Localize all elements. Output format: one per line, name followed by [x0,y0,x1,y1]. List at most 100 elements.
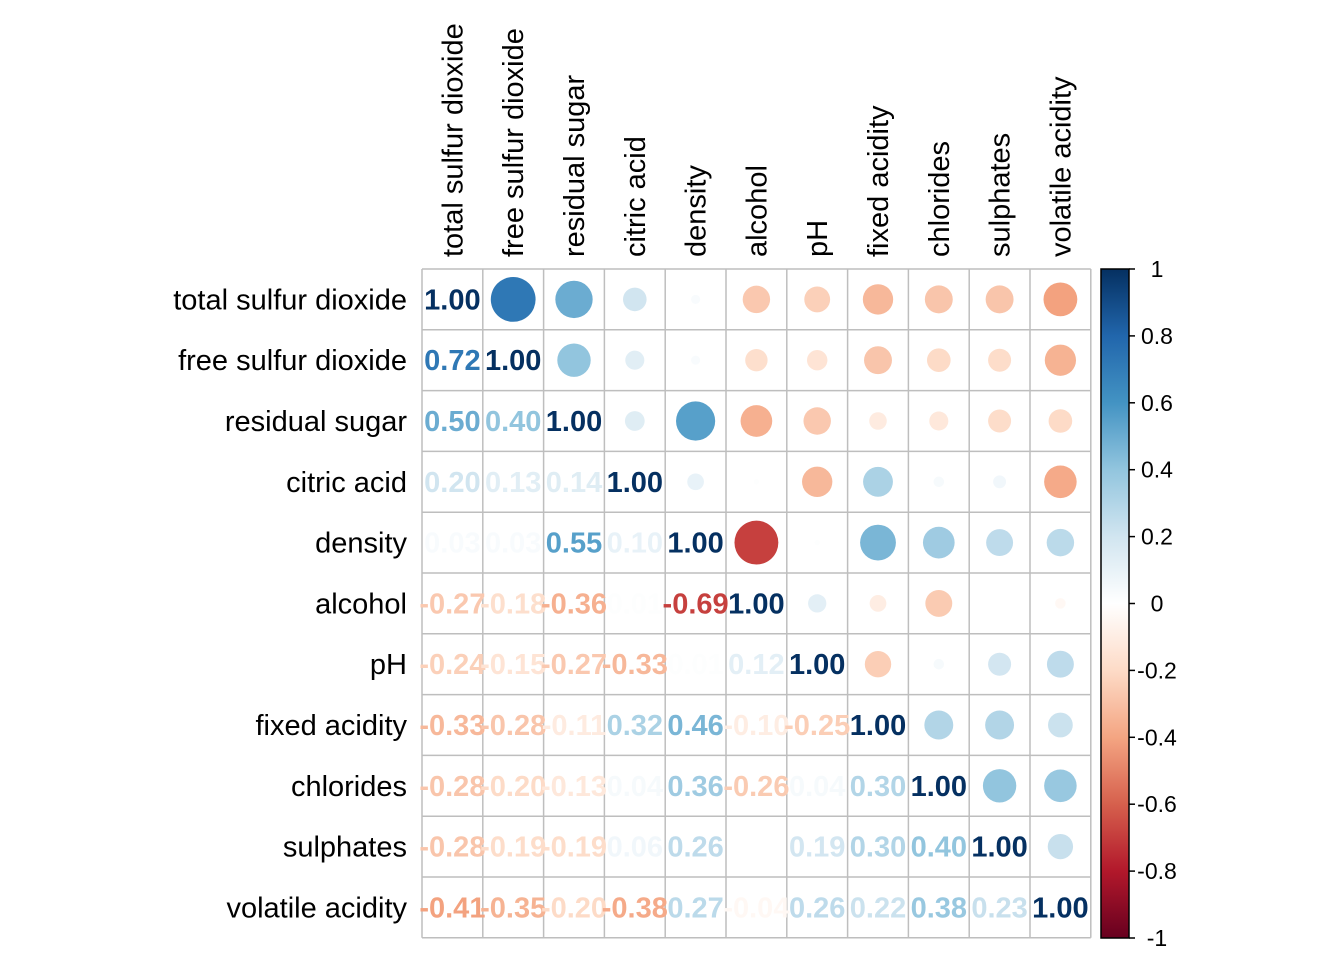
row-label: fixed acidity [255,710,407,742]
correlation-value: -0.11 [542,710,607,742]
column-label: total sulfur dioxide [437,23,469,257]
correlation-circle [1055,598,1066,609]
correlation-circle [986,529,1014,557]
correlation-circle [1048,712,1073,738]
legend-tick-label: 0.2 [1141,524,1173,550]
correlation-value: 0.00 [728,832,784,864]
correlation-circle [1046,528,1075,557]
correlation-value: 1.00 [1032,892,1088,924]
correlation-circle [1047,833,1074,860]
correlation-circle [864,651,892,678]
column-label: alcohol [741,165,773,257]
legend-tick-label: 0.8 [1141,323,1173,349]
correlation-circle [803,407,831,435]
matrix-grid [421,268,1092,939]
correlation-value: -0.33 [419,710,485,742]
legend-tick-label: -1 [1147,925,1167,951]
row-label: volatile acidity [226,892,407,924]
correlation-value: -0.25 [784,710,850,742]
legend-tick-label: -0.6 [1137,791,1177,817]
correlation-value: 1.00 [789,649,845,681]
correlation-value: -0.19 [480,832,546,864]
correlation-value: 1.00 [546,406,602,438]
correlation-circle [624,411,645,431]
legend-tick-label: -0.8 [1137,858,1177,884]
row-labels: total sulfur dioxide free sulfur dioxide r… [173,284,407,924]
column-label: pH [802,220,834,257]
correlation-circle [929,411,949,431]
correlation-circle [1046,650,1074,678]
correlation-value: -0.15 [480,649,546,681]
correlation-value: 0.26 [789,892,845,924]
row-label: density [315,528,407,560]
correlation-value: 0.04 [789,771,845,803]
correlation-circle [924,285,953,314]
correlation-circle [862,284,894,315]
correlation-circle [869,412,887,430]
column-label: volatile acidity [1045,76,1077,257]
correlation-value: 0.03 [485,528,541,560]
correlation-circle [622,287,647,312]
correlation-circle [985,285,1014,314]
correlation-circle [734,520,779,565]
legend-tick-label: 1 [1151,256,1164,282]
correlation-circle [490,277,536,322]
correlation-value: 1.00 [424,284,480,316]
correlation-value: 1.00 [971,832,1027,864]
correlation-value: 0.40 [485,406,541,438]
correlation-value: 1.00 [607,467,663,499]
row-label: citric acid [286,467,407,499]
row-label: free sulfur dioxide [178,345,407,377]
correlation-circle [922,526,955,559]
correlation-value: -0.28 [480,710,546,742]
correlation-value: -0.27 [541,649,607,681]
correlation-value: -0.20 [480,771,546,803]
correlation-value: 0.30 [850,832,906,864]
row-label: chlorides [291,771,407,803]
color-legend-bar [1100,268,1130,939]
correlation-circle [557,343,591,377]
correlation-circle [982,769,1017,803]
correlation-value: 0.36 [667,771,723,803]
correlation-circle [814,539,820,546]
correlation-value: -0.13 [541,771,607,803]
matrix-cells: 1.000.72 1.000.50 0.40 1.000.20 0.13 0.14 1.00… [419,277,1089,924]
correlation-circle [993,475,1007,489]
correlation-circle [1044,769,1077,803]
correlation-value: 0.14 [546,467,602,499]
column-label: density [681,165,713,257]
correlation-circle [860,524,896,561]
correlation-circle [753,479,760,485]
correlation-value: -0.41 [419,892,485,924]
correlation-circle [745,349,768,372]
color-legend: 1 0.8 0.6 0.4 0.2 0 -0.2 -0.4 -0.6 -0.8 -1 [1100,256,1177,951]
correlation-value: 0.01 [667,649,723,681]
legend-tick-label: -0.2 [1137,657,1177,683]
correlation-value: 1.00 [667,528,723,560]
column-label: free sulfur dioxide [498,28,530,257]
row-label: residual sugar [225,406,407,438]
correlation-value: -0.24 [419,649,485,681]
correlation-value: 1.00 [911,771,967,803]
correlation-circle [691,355,701,365]
correlation-circle [806,349,828,371]
correlation-value: -0.19 [541,832,607,864]
column-label: chlorides [924,141,956,257]
correlation-value: 0.13 [485,467,541,499]
correlation-value: -0.28 [419,771,485,803]
correlation-circle [926,348,951,373]
correlation-value: 0.40 [911,832,967,864]
correlation-circle [740,405,773,437]
legend-tick-label: -0.4 [1137,724,1177,750]
correlation-value: -0.27 [419,588,485,620]
correlation-value: 0.38 [911,892,967,924]
correlation-value: -0.38 [602,892,668,924]
correlation-value: 0.72 [424,345,480,377]
correlation-value: 0.27 [667,892,723,924]
column-labels: total sulfur dioxide free sulfur dioxide r… [437,23,1077,257]
correlation-circle [1044,465,1077,499]
correlation-value: -0.36 [541,588,607,620]
correlation-value: 0.06 [607,832,663,864]
row-label: total sulfur dioxide [173,284,407,316]
correlation-value: 0.03 [424,528,480,560]
